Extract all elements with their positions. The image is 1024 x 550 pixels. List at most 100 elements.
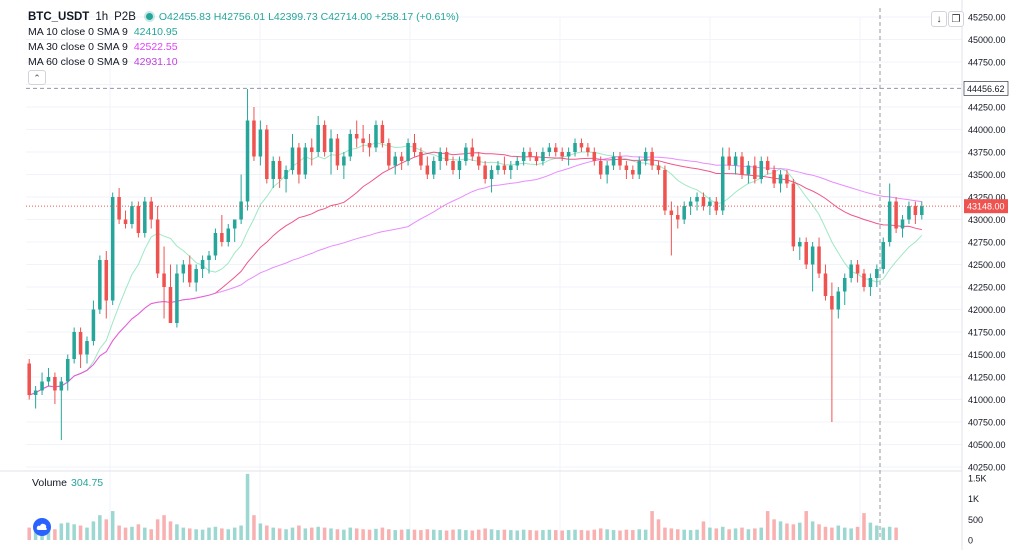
volume-bar bbox=[194, 529, 198, 540]
candle-body bbox=[380, 125, 385, 143]
candle-body bbox=[438, 152, 442, 161]
volume-bar bbox=[470, 530, 475, 540]
ma-row-10[interactable]: MA 10 close 0 SMA 9 42410.95 bbox=[28, 24, 459, 39]
candle-body bbox=[123, 219, 128, 224]
volume-bar bbox=[232, 527, 237, 540]
candle-body bbox=[59, 381, 64, 391]
volume-bar bbox=[515, 530, 520, 540]
restore-icon[interactable]: ❐ bbox=[948, 11, 964, 27]
volume-bar bbox=[759, 527, 764, 540]
crosshair-price-label: 44456.62 bbox=[967, 84, 1005, 94]
ma-10-label: MA 10 close 0 SMA 9 bbox=[28, 25, 128, 38]
price-axis-label: 42000.00 bbox=[968, 305, 1006, 315]
candle-body bbox=[104, 260, 109, 301]
candle-body bbox=[598, 161, 603, 175]
volume-bar bbox=[143, 527, 147, 540]
volume-bar bbox=[547, 529, 552, 540]
ma-row-60[interactable]: MA 60 close 0 SMA 9 42931.10 bbox=[28, 54, 459, 69]
candle-body bbox=[168, 287, 173, 323]
volume-bar bbox=[560, 530, 564, 540]
volume-bar bbox=[342, 529, 346, 540]
volume-bar bbox=[374, 528, 378, 540]
volume-bar bbox=[252, 515, 256, 540]
arrow-down-icon[interactable]: ↓ bbox=[931, 11, 947, 27]
volume-bar bbox=[155, 519, 160, 540]
candle-body bbox=[720, 156, 725, 211]
candle-body bbox=[46, 377, 51, 382]
volume-bar bbox=[239, 525, 243, 540]
price-axis-label: 41250.00 bbox=[968, 373, 1006, 383]
candle-body bbox=[239, 201, 243, 220]
candle-body bbox=[855, 264, 860, 274]
candle-body bbox=[53, 377, 57, 391]
candle-body bbox=[566, 152, 571, 157]
volume-bar bbox=[181, 527, 186, 540]
candle-body bbox=[40, 381, 44, 391]
candle-body bbox=[470, 147, 475, 157]
volume-bar bbox=[598, 528, 603, 540]
market-status-icon bbox=[145, 13, 153, 20]
volume-bar bbox=[894, 527, 898, 540]
volume-bar bbox=[444, 530, 449, 540]
candle-body bbox=[220, 233, 224, 242]
candle-body bbox=[894, 201, 898, 229]
volume-bar bbox=[393, 530, 397, 540]
price-axis-label: 42500.00 bbox=[968, 260, 1006, 270]
candle-body bbox=[618, 156, 622, 166]
ma-row-30[interactable]: MA 30 close 0 SMA 9 42522.55 bbox=[28, 39, 459, 54]
volume-bar bbox=[521, 529, 526, 540]
candle-body bbox=[496, 165, 500, 170]
volume-bar bbox=[855, 526, 860, 540]
price-axis-label: 43750.00 bbox=[968, 148, 1006, 158]
candle-body bbox=[798, 242, 802, 247]
volume-axis-label: 0 bbox=[968, 536, 973, 546]
volume-bar bbox=[335, 529, 340, 540]
ma-60-value: 42931.10 bbox=[133, 55, 178, 68]
symbol-name[interactable]: BTC_USDT bbox=[28, 10, 90, 23]
candle-body bbox=[431, 161, 436, 175]
volume-bar bbox=[136, 524, 141, 540]
price-axis-label: 41500.00 bbox=[968, 350, 1006, 360]
volume-bar bbox=[412, 529, 417, 540]
price-axis-label: 40750.00 bbox=[968, 418, 1006, 428]
volume-bar bbox=[849, 528, 853, 540]
candle-body bbox=[676, 215, 680, 220]
volume-bar bbox=[541, 530, 545, 540]
candle-body bbox=[457, 161, 462, 170]
volume-bar bbox=[643, 529, 648, 540]
timeframe-label[interactable]: 1h bbox=[95, 10, 109, 23]
collapse-legend-button[interactable]: ⌃ bbox=[28, 70, 46, 85]
candle-body bbox=[920, 206, 924, 215]
volume-bar bbox=[810, 521, 815, 540]
volume-axis-label: 500 bbox=[968, 515, 983, 525]
candle-body bbox=[631, 170, 635, 175]
candle-body bbox=[650, 152, 654, 166]
volume-bar bbox=[708, 527, 712, 540]
candle-body bbox=[117, 197, 121, 220]
candle-body bbox=[412, 143, 417, 152]
candle-body bbox=[611, 156, 616, 166]
volume-bar bbox=[714, 528, 719, 540]
volume-bar bbox=[110, 511, 115, 540]
candle-body bbox=[399, 156, 404, 161]
candle-body bbox=[27, 363, 31, 395]
candle-body bbox=[322, 125, 327, 152]
volume-bar bbox=[823, 526, 828, 540]
candle-body bbox=[374, 125, 378, 148]
candle-body bbox=[669, 210, 674, 215]
price-axis-label: 43250.00 bbox=[968, 193, 1006, 203]
volume-bar bbox=[297, 525, 301, 540]
candle-body bbox=[733, 156, 738, 166]
candle-body bbox=[175, 273, 179, 323]
cloud-logo-icon[interactable] bbox=[33, 518, 51, 536]
candle-body bbox=[361, 138, 365, 143]
candle-body bbox=[823, 273, 828, 296]
candle-body bbox=[162, 273, 166, 287]
candle-body bbox=[335, 138, 340, 166]
candle-body bbox=[290, 147, 295, 170]
candle-body bbox=[765, 161, 770, 170]
candle-body bbox=[284, 170, 288, 179]
volume-bar bbox=[91, 521, 96, 540]
candle-body bbox=[656, 165, 661, 170]
